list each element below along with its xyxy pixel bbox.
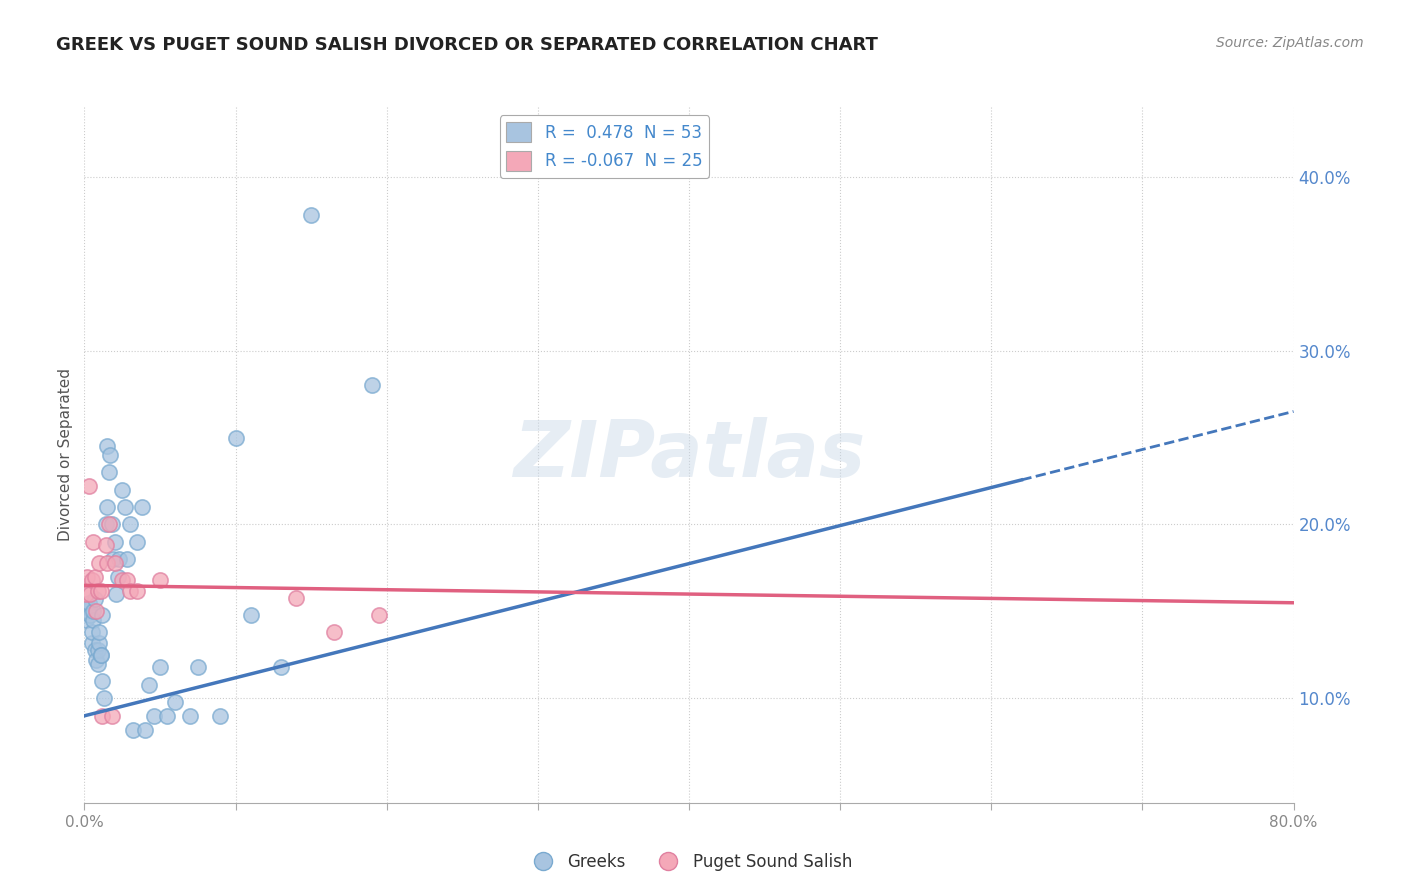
- Point: [115, 573, 138, 587]
- Point: [87, 583, 110, 598]
- Point: [86, 605, 108, 619]
- Point: [114, 500, 136, 514]
- Point: [179, 708, 201, 723]
- Point: [82, 605, 104, 619]
- Point: [94, 538, 117, 552]
- Point: [84, 592, 107, 607]
- Point: [105, 587, 128, 601]
- Point: [93, 691, 115, 706]
- Point: [225, 430, 247, 444]
- Point: [91, 607, 114, 622]
- Point: [121, 723, 143, 737]
- Point: [100, 708, 122, 723]
- Point: [77, 601, 100, 615]
- Point: [98, 448, 121, 462]
- Point: [79, 587, 101, 601]
- Point: [77, 596, 100, 610]
- Point: [322, 625, 344, 640]
- Point: [127, 534, 149, 549]
- Point: [77, 479, 100, 493]
- Point: [89, 556, 111, 570]
- Point: [75, 587, 97, 601]
- Point: [82, 534, 104, 549]
- Point: [96, 556, 118, 570]
- Point: [79, 607, 101, 622]
- Point: [360, 378, 382, 392]
- Point: [108, 552, 131, 566]
- Point: [96, 439, 118, 453]
- Point: [80, 625, 103, 640]
- Point: [111, 483, 134, 497]
- Point: [285, 591, 308, 605]
- Point: [91, 708, 114, 723]
- Point: [90, 583, 112, 598]
- Point: [80, 573, 103, 587]
- Point: [149, 573, 172, 587]
- Point: [84, 570, 107, 584]
- Point: [142, 708, 165, 723]
- Point: [118, 517, 141, 532]
- Point: [209, 708, 232, 723]
- Point: [91, 674, 114, 689]
- Point: [87, 642, 110, 657]
- Point: [111, 573, 134, 587]
- Legend: Greeks, Puget Sound Salish: Greeks, Puget Sound Salish: [519, 847, 859, 878]
- Point: [156, 708, 179, 723]
- Point: [100, 517, 122, 532]
- Point: [104, 534, 127, 549]
- Point: [115, 552, 138, 566]
- Point: [80, 636, 103, 650]
- Point: [97, 466, 120, 480]
- Point: [90, 648, 112, 662]
- Point: [107, 570, 129, 584]
- Point: [90, 648, 112, 662]
- Point: [165, 695, 187, 709]
- Point: [127, 583, 149, 598]
- Point: [94, 517, 117, 532]
- Point: [97, 517, 120, 532]
- Point: [96, 500, 118, 514]
- Point: [89, 625, 111, 640]
- Point: [75, 613, 97, 627]
- Point: [299, 208, 322, 222]
- Text: GREEK VS PUGET SOUND SALISH DIVORCED OR SEPARATED CORRELATION CHART: GREEK VS PUGET SOUND SALISH DIVORCED OR …: [56, 36, 879, 54]
- Point: [239, 607, 262, 622]
- Point: [87, 657, 110, 671]
- Point: [89, 636, 111, 650]
- Point: [104, 556, 127, 570]
- Point: [131, 500, 153, 514]
- Text: Source: ZipAtlas.com: Source: ZipAtlas.com: [1216, 36, 1364, 50]
- Point: [101, 552, 124, 566]
- Point: [138, 677, 160, 691]
- Text: ZIPatlas: ZIPatlas: [513, 417, 865, 493]
- Point: [76, 570, 98, 584]
- Point: [84, 642, 107, 657]
- Point: [118, 583, 141, 598]
- Point: [134, 723, 156, 737]
- Point: [368, 607, 391, 622]
- Point: [86, 653, 108, 667]
- Point: [270, 660, 292, 674]
- Y-axis label: Divorced or Separated: Divorced or Separated: [58, 368, 73, 541]
- Point: [82, 613, 104, 627]
- Point: [187, 660, 209, 674]
- Point: [76, 605, 98, 619]
- Point: [149, 660, 172, 674]
